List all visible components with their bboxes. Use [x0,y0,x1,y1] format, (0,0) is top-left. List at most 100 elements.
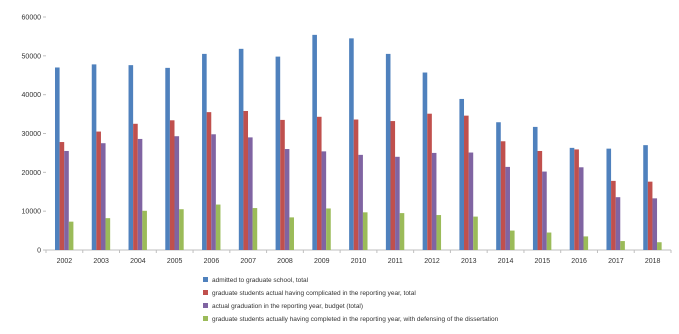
x-tick-label: 2010 [351,258,367,265]
bar [532,126,538,250]
legend-label: admitted to graduate school, total [212,277,309,284]
bar [68,221,74,250]
bar [643,145,648,250]
bar [358,154,363,250]
bar [353,119,359,251]
y-tick-label: 0 [37,248,41,255]
bar [496,122,501,250]
y-tick-label: 10000 [22,209,42,216]
legend: admitted to graduate school, total gradua… [203,277,499,323]
bar [647,181,653,250]
x-tick-label: 2008 [277,258,293,265]
legend-label: graduate students actually having comple… [212,316,499,323]
bar [468,152,474,250]
bar [284,149,290,250]
x-tick-label: 2012 [424,258,440,265]
y-axis-ticks: 0 10000 20000 30000 40000 50000 60000 [22,15,46,255]
bar [64,150,69,250]
legend-swatch [203,303,208,308]
legend-swatch [203,290,208,295]
bar [165,67,170,251]
legend-swatch [203,277,208,282]
bar [583,236,589,250]
bar [606,148,612,250]
bar [174,136,180,250]
bar [505,166,510,250]
bar [611,180,616,250]
bar [59,142,65,250]
x-tick-label: 2011 [388,258,403,265]
bar [91,64,97,250]
bar [133,123,138,250]
bar [100,143,106,250]
y-tick-label: 50000 [22,53,42,60]
bar [473,216,478,250]
legend-label: actual graduation in the reporting year,… [212,303,363,310]
legend-swatch [203,316,208,321]
bar [390,121,396,250]
bar [537,150,543,250]
bar [202,53,207,250]
x-tick-label: 2009 [314,258,330,265]
x-axis-ticks: 2002 2003 2004 2005 2006 2007 2008 2009 2010 2011… [45,250,672,265]
bar [289,217,294,250]
bar [206,112,212,250]
bar [179,209,184,250]
bar [169,120,175,250]
bar [620,241,625,250]
x-tick-label: 2007 [240,258,256,265]
bar [436,215,442,250]
y-tick-label: 60000 [22,15,42,22]
legend-label: graduate students actual having complica… [212,290,416,297]
x-tick-label: 2003 [93,258,109,265]
x-tick-label: 2004 [130,258,146,265]
bar [399,213,405,250]
bar [275,56,281,250]
x-tick-label: 2013 [461,258,477,265]
bar [509,230,515,250]
bar [385,53,391,250]
x-tick-label: 2015 [535,258,551,265]
bar [280,119,285,250]
bar [321,151,327,250]
bar [500,141,506,250]
x-tick-label: 2002 [57,258,73,265]
bar [349,38,354,250]
x-tick-label: 2014 [498,258,514,265]
bar [105,218,111,250]
y-tick-label: 30000 [22,131,42,138]
bar [142,210,147,250]
bar [615,197,621,250]
x-tick-label: 2017 [608,258,624,265]
x-tick-label: 2016 [571,258,587,265]
bar [252,208,258,250]
bar [248,137,253,250]
bar [362,212,368,250]
bar [431,152,437,250]
bar [316,116,322,250]
bar [427,113,432,250]
y-tick-label: 40000 [22,92,42,99]
bar [238,48,244,251]
x-tick-label: 2018 [645,258,661,265]
bar [55,67,60,250]
bar [137,138,143,250]
x-tick-label: 2005 [167,258,183,265]
bar [422,72,428,250]
bar [128,65,134,251]
bar [578,167,584,250]
bar [569,147,575,250]
bar [243,110,249,250]
bar [96,131,101,250]
y-tick-label: 20000 [22,170,42,177]
bar [657,242,662,250]
bar [542,171,547,250]
bar [652,198,658,250]
bar [546,232,552,250]
bar [326,208,331,250]
x-tick-label: 2006 [204,258,220,265]
bar [574,149,579,250]
bar [459,98,465,250]
